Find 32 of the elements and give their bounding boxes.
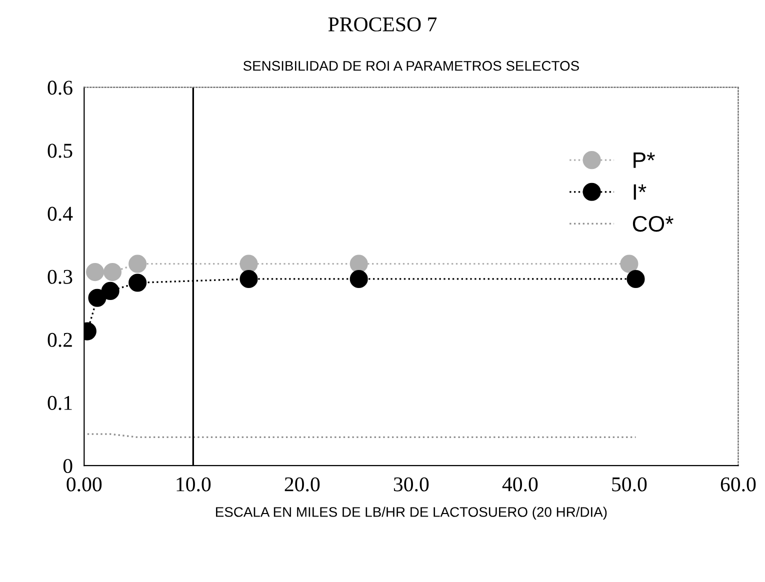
- y-tick-label: 0.4: [48, 206, 73, 221]
- point: [101, 282, 120, 300]
- point: [626, 270, 645, 288]
- y-tick-label: 0.6: [48, 80, 72, 95]
- x-tick-label: 50.0: [612, 477, 647, 492]
- chart-subtitle: SENSIBILIDAD DE ROI A PARAMETROS SELECTOS: [243, 60, 579, 71]
- legend-label: P*: [634, 152, 655, 168]
- point: [350, 270, 368, 288]
- x-axis-title: ESCALA EN MILES DE LB/HR DE LACTOSUERO (20 HR/DIA): [216, 506, 607, 520]
- x-tick-label: 0.00: [66, 477, 102, 492]
- point: [620, 254, 638, 273]
- point: [88, 288, 106, 307]
- x-tick-label: 30.0: [394, 477, 429, 492]
- x-tick-label: 60.0: [720, 477, 756, 492]
- legend-label: CO*: [632, 216, 674, 232]
- legend-label: I*: [634, 184, 646, 200]
- x-tick-label: 20.0: [284, 477, 320, 492]
- y-tick-label: 0.2: [48, 332, 72, 348]
- point: [128, 254, 147, 273]
- point: [240, 254, 258, 273]
- y-tick-label: 0: [63, 458, 72, 474]
- point: [240, 270, 258, 288]
- y-tick-label: 0.1: [48, 396, 72, 410]
- y-tick-label: 0.3: [48, 270, 72, 284]
- x-tick-label: 10.0: [176, 477, 211, 492]
- y-tick-label: 0.5: [48, 144, 72, 158]
- x-tick-label: 40.0: [502, 477, 538, 492]
- point: [103, 263, 122, 282]
- chart-title: PROCESO 7: [328, 17, 437, 32]
- point: [128, 274, 147, 292]
- point: [86, 263, 104, 282]
- point: [350, 254, 368, 273]
